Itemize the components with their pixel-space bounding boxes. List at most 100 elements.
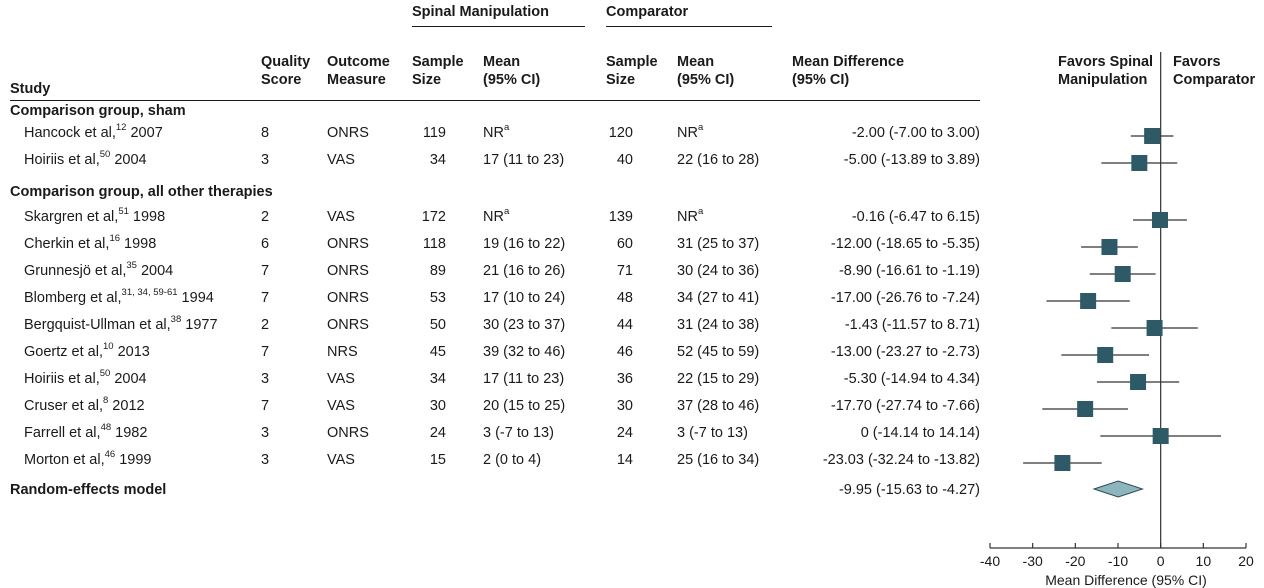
cp-mean-value: NR [677, 209, 698, 225]
cp-sample-size: 40 [616, 152, 633, 168]
outcome-measure: ONRS [327, 236, 369, 252]
outcome-measure: ONRS [327, 290, 369, 306]
cp-mean: 3 (-7 to 13) [677, 425, 748, 442]
point-estimate-square [1101, 239, 1118, 255]
cp-mean-footnote: a [697, 206, 704, 218]
favors-left-1: Favors Spinal [1058, 54, 1154, 70]
study-author: Blomberg et al, [24, 290, 122, 306]
study-ref: 38 [170, 314, 182, 326]
cp-mean-value: 34 (27 to 41) [677, 290, 760, 306]
outcome-measure: VAS [327, 398, 355, 414]
sm-mean-value: 17 (11 to 23) [483, 371, 565, 387]
cp-mean-value: 52 (45 to 59) [677, 344, 760, 360]
sm-mean: 17 (10 to 24) [483, 290, 565, 307]
col-header-cp-size-1: Sample [606, 54, 658, 70]
study-year: 2004 [110, 152, 147, 168]
sm-sample-size: 118 [422, 236, 446, 252]
x-tick-label: 10 [1196, 553, 1212, 569]
sm-mean: 19 (16 to 22) [483, 236, 565, 253]
sm-mean: 17 (11 to 23) [483, 371, 564, 388]
sm-mean: 21 (16 to 26) [483, 263, 565, 280]
sm-mean: 17 (11 to 23) [483, 152, 564, 169]
md-text: -2.00 (-7.00 to 3.00) [851, 125, 980, 141]
point-estimate-square [1144, 128, 1161, 144]
sm-sample-size: 34 [429, 152, 446, 168]
md-text: -12.00 (-18.65 to -5.35) [830, 236, 980, 252]
outcome-measure: VAS [327, 152, 355, 168]
point-estimate-square [1151, 212, 1168, 228]
quality-score: 3 [261, 371, 270, 387]
header-rule [10, 100, 980, 101]
sm-mean-value: 21 (16 to 26) [483, 263, 566, 279]
md-text: -5.30 (-14.94 to 4.34) [843, 371, 980, 387]
cp-sample-size: 46 [616, 344, 633, 360]
x-tick-label: -30 [1023, 553, 1043, 569]
quality-score: 2 [261, 317, 270, 333]
cp-mean-value: 37 (28 to 46) [677, 398, 760, 414]
cp-mean-value: 31 (24 to 38) [677, 317, 760, 333]
outcome-measure: VAS [327, 371, 355, 387]
study-name: Hancock et al,12 2007 [24, 122, 163, 142]
sm-mean: 3 (-7 to 13) [483, 425, 554, 442]
md-text: -1.43 (-11.57 to 8.71) [844, 317, 980, 333]
study-ref: 50 [99, 149, 111, 161]
study-year: 2004 [136, 263, 174, 279]
study-author: Goertz et al, [24, 344, 103, 360]
cp-mean-value: 3 (-7 to 13) [677, 425, 748, 441]
cp-sample-size: 120 [608, 125, 633, 141]
study-name: Farrell et al,48 1982 [24, 423, 147, 442]
sm-sample-size: 53 [429, 290, 446, 306]
md-text: -17.70 (-27.74 to -7.66) [830, 398, 980, 414]
study-author: Hancock et al, [24, 125, 116, 141]
study-year: 1977 [181, 317, 218, 333]
study-ref: 12 [115, 122, 127, 134]
study-author: Hoiriis et al, [24, 371, 100, 387]
study-year: 2004 [110, 371, 147, 387]
group-rule-comparator [606, 26, 772, 27]
sm-mean-value: 30 (23 to 37) [483, 317, 566, 333]
sm-mean-value: 19 (16 to 22) [483, 236, 566, 252]
x-tick-label: 20 [1238, 553, 1254, 569]
cp-sample-size: 24 [616, 425, 633, 441]
sm-mean: NRa [483, 207, 509, 226]
study-ref: 35 [126, 260, 137, 272]
cp-mean: 31 (24 to 38) [677, 317, 759, 334]
md-text: -0.16 (-6.47 to 6.15) [851, 209, 980, 225]
x-tick-label: 0 [1157, 553, 1165, 569]
cp-mean-value: NR [677, 125, 698, 141]
quality-score: 7 [261, 344, 270, 360]
col-header-quality-2: Score [261, 72, 302, 88]
cp-mean: 25 (16 to 34) [677, 452, 759, 469]
quality-score: 8 [261, 125, 270, 141]
sm-mean-value: 17 (11 to 23) [483, 152, 565, 168]
study-name: Goertz et al,10 2013 [24, 342, 150, 361]
outcome-measure: VAS [327, 209, 355, 225]
cp-sample-size: 60 [616, 236, 633, 252]
section-title-other: Comparison group, all other therapies [10, 184, 273, 200]
cp-mean: 30 (24 to 36) [677, 263, 759, 280]
cp-sample-size: 71 [616, 263, 633, 279]
sm-sample-size: 24 [429, 425, 446, 441]
md-text: -8.90 (-16.61 to -1.19) [838, 263, 980, 279]
study-ref: 16 [109, 233, 121, 245]
outcome-measure: ONRS [327, 317, 369, 333]
sm-mean-value: NR [483, 125, 504, 141]
col-header-cp-mean-1: Mean [677, 54, 715, 70]
col-header-cp-mean-2: (95% CI) [677, 72, 735, 88]
study-name: Hoiriis et al,50 2004 [24, 149, 147, 169]
col-header-quality-1: Quality [261, 54, 311, 70]
outcome-measure: NRS [327, 344, 358, 360]
study-author: Cruser et al, [24, 398, 103, 414]
sm-sample-size: 30 [429, 398, 446, 414]
sm-sample-size: 89 [429, 263, 446, 279]
md-text: -13.00 (-23.27 to -2.73) [830, 344, 980, 360]
study-author: Morton et al, [24, 452, 105, 468]
x-axis-label: Mean Difference (95% CI) [1045, 572, 1207, 588]
cp-mean: 34 (27 to 41) [677, 290, 759, 307]
study-name: Cherkin et al,16 1998 [24, 233, 157, 253]
study-year: 1998 [120, 236, 157, 252]
quality-score: 2 [261, 209, 270, 225]
quality-score: 6 [261, 236, 270, 252]
cp-mean-value: 30 (24 to 36) [677, 263, 760, 279]
study-name: Skargren et al,51 1998 [24, 207, 165, 226]
